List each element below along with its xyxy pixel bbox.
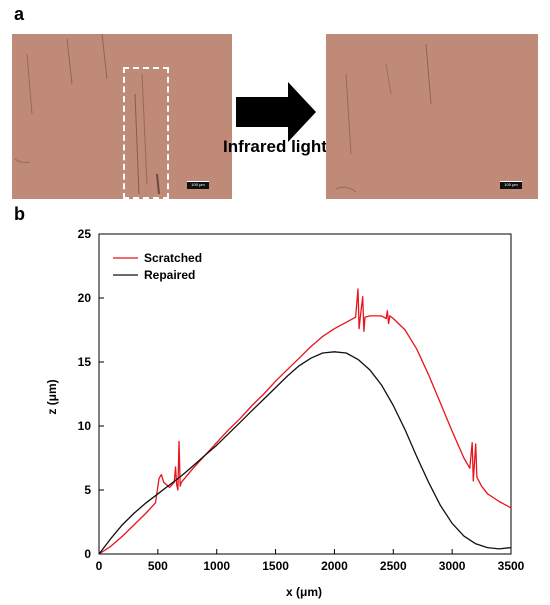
ticks: 0 500 1000 1500 2000 2500 3000 3500 0 5 10 15 20 25 [78, 227, 525, 573]
legend-label-repaired: Repaired [144, 268, 195, 282]
x-tick-label: 2500 [380, 559, 407, 573]
y-tick-label: 5 [84, 483, 91, 497]
highlight-box [123, 67, 169, 199]
legend-label-scratched: Scratched [144, 251, 202, 265]
panel-label-a: a [14, 4, 25, 24]
x-tick-label: 1000 [203, 559, 230, 573]
series-line-repaired [98, 351, 512, 555]
x-tick-label: 0 [96, 559, 103, 573]
series [98, 288, 512, 555]
scale-bar-after: 100 μm [500, 181, 522, 189]
arrow-label: Infrared light [223, 137, 327, 156]
micrograph-after: 100 μm [326, 34, 538, 199]
x-tick-label: 500 [148, 559, 168, 573]
axes [98, 233, 512, 555]
line-chart: 0 500 1000 1500 2000 2500 3000 3500 0 5 10 15 20 25 S… [45, 227, 525, 599]
x-tick-label: 1500 [262, 559, 289, 573]
scale-bar-before: 100 μm [187, 181, 209, 189]
x-tick-label: 3500 [498, 559, 525, 573]
y-axis-title: z (μm) [45, 379, 59, 414]
y-tick-label: 15 [78, 355, 92, 369]
y-tick-label: 20 [78, 291, 92, 305]
arrow-icon [236, 82, 316, 142]
series-line-scratched [98, 288, 512, 555]
plot-frame [98, 233, 512, 555]
legend: Scratched Repaired [113, 251, 202, 282]
scratch-marks-before [14, 34, 160, 195]
scratch-marks-after [335, 43, 432, 193]
x-axis-title: x (μm) [286, 585, 322, 599]
x-tick-label: 2000 [321, 559, 348, 573]
panel-label-b: b [14, 204, 25, 224]
y-tick-label: 25 [78, 227, 92, 241]
y-tick-label: 0 [84, 547, 91, 561]
micrograph-before: 100 μm [12, 34, 232, 199]
x-tick-label: 3000 [439, 559, 466, 573]
y-tick-label: 10 [78, 419, 92, 433]
